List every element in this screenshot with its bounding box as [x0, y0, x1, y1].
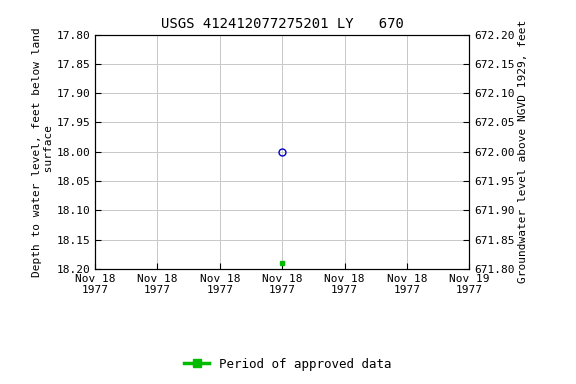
- Title: USGS 412412077275201 LY   670: USGS 412412077275201 LY 670: [161, 17, 404, 31]
- Y-axis label: Depth to water level, feet below land
 surface: Depth to water level, feet below land su…: [32, 27, 54, 276]
- Legend: Period of approved data: Period of approved data: [179, 353, 397, 376]
- Y-axis label: Groundwater level above NGVD 1929, feet: Groundwater level above NGVD 1929, feet: [518, 20, 528, 283]
